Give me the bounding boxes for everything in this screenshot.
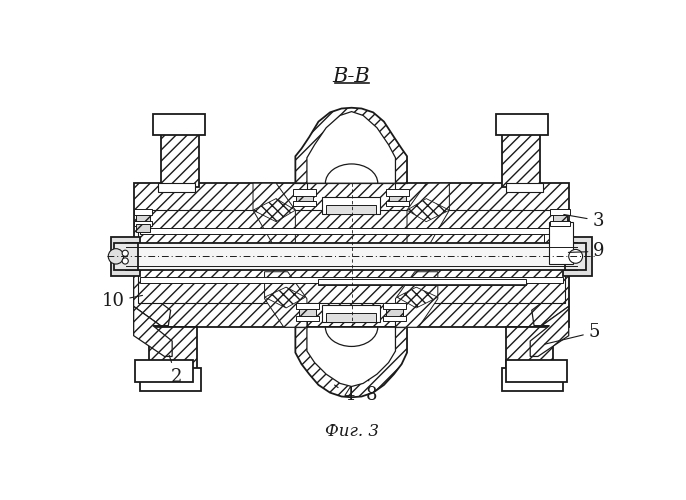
Bar <box>136 214 150 222</box>
Polygon shape <box>265 287 305 308</box>
Bar <box>322 305 380 322</box>
Bar <box>549 222 573 264</box>
Polygon shape <box>307 327 395 386</box>
Bar <box>134 183 569 244</box>
Polygon shape <box>532 272 569 326</box>
Bar <box>140 368 202 391</box>
Bar <box>554 214 567 222</box>
Bar <box>296 304 319 310</box>
Bar <box>296 194 313 203</box>
Bar <box>134 270 569 327</box>
Bar <box>135 360 193 382</box>
Circle shape <box>569 250 582 264</box>
Bar <box>386 201 410 205</box>
Bar <box>383 304 406 310</box>
Text: 10: 10 <box>102 292 143 310</box>
Polygon shape <box>265 272 307 327</box>
Bar <box>506 183 543 192</box>
Polygon shape <box>296 327 407 398</box>
Bar <box>326 312 376 322</box>
Bar <box>137 210 565 244</box>
Bar <box>136 224 150 232</box>
Bar <box>565 244 587 270</box>
Polygon shape <box>407 183 449 244</box>
Bar <box>134 208 152 215</box>
Text: В-В: В-В <box>333 68 370 86</box>
Bar <box>126 244 577 270</box>
Bar <box>153 114 205 136</box>
Bar <box>495 114 548 136</box>
Text: Фиг. 3: Фиг. 3 <box>324 424 379 440</box>
Bar <box>134 221 152 226</box>
Circle shape <box>108 248 123 264</box>
Bar <box>140 228 563 234</box>
Bar <box>326 205 376 214</box>
Bar <box>386 190 410 196</box>
Bar <box>318 280 526 285</box>
Bar <box>110 237 140 276</box>
Bar <box>137 270 565 302</box>
Bar <box>389 194 406 203</box>
Bar <box>161 133 199 187</box>
Polygon shape <box>397 287 438 308</box>
Circle shape <box>122 250 128 256</box>
Polygon shape <box>530 306 569 356</box>
Circle shape <box>122 258 128 264</box>
Bar <box>149 327 197 377</box>
Polygon shape <box>134 272 171 326</box>
Text: 3: 3 <box>564 212 604 230</box>
Bar <box>158 183 196 192</box>
Text: 9: 9 <box>569 242 605 260</box>
Bar <box>506 360 567 382</box>
Bar <box>386 308 403 317</box>
Polygon shape <box>134 306 172 356</box>
Bar <box>115 244 137 270</box>
Bar <box>296 316 319 321</box>
Bar <box>322 197 380 214</box>
Text: 4: 4 <box>335 385 355 404</box>
Bar <box>550 221 570 226</box>
Bar <box>501 368 563 391</box>
Bar <box>140 277 563 283</box>
Bar <box>563 237 592 276</box>
Text: 8: 8 <box>366 380 378 404</box>
Bar <box>383 316 406 321</box>
Bar <box>299 308 316 317</box>
Bar <box>544 228 571 258</box>
Polygon shape <box>296 108 407 183</box>
Polygon shape <box>253 183 296 244</box>
Text: 2: 2 <box>169 355 182 386</box>
Bar <box>506 327 554 377</box>
Text: 5: 5 <box>545 323 600 344</box>
Polygon shape <box>307 112 395 183</box>
Polygon shape <box>253 198 296 222</box>
Polygon shape <box>395 272 438 327</box>
Bar <box>293 201 316 205</box>
Bar <box>550 208 570 215</box>
Polygon shape <box>407 198 449 222</box>
Bar <box>501 133 540 187</box>
Bar <box>293 190 316 196</box>
